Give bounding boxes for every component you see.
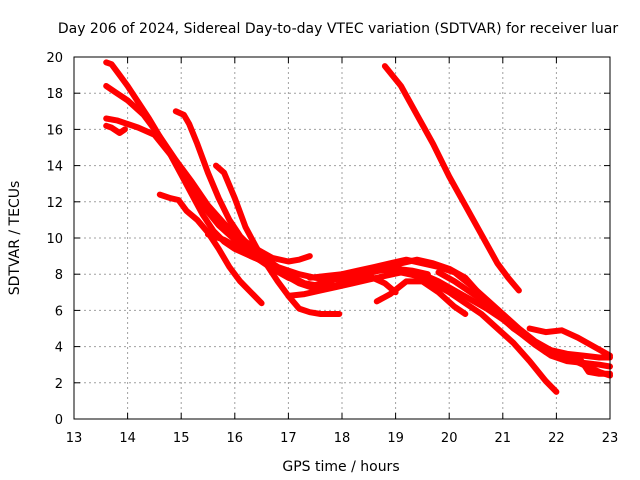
y-tick-label: 8: [55, 268, 63, 283]
series-line-trace-17: [526, 325, 613, 359]
y-tick-label: 18: [46, 87, 63, 102]
grid: [74, 57, 610, 419]
x-tick-label: 13: [66, 431, 83, 446]
y-tick-label: 2: [55, 377, 63, 392]
y-tick-label: 0: [55, 413, 63, 428]
x-tick-label: 18: [334, 431, 351, 446]
y-tick-label: 20: [46, 51, 63, 66]
series-line-trace-16: [435, 269, 613, 361]
data-series: [103, 59, 613, 395]
x-tick-label: 14: [119, 431, 136, 446]
y-tick-label: 6: [55, 304, 63, 319]
x-tick-label: 22: [548, 431, 565, 446]
x-tick-label: 16: [227, 431, 244, 446]
x-tick-label: 21: [495, 431, 512, 446]
x-tick-label: 19: [387, 431, 404, 446]
series-line-trace-4: [103, 122, 128, 136]
series-line-trace-1: [103, 59, 286, 276]
x-axis-label: GPS time / hours: [282, 459, 399, 475]
x-tick-label: 23: [602, 431, 619, 446]
y-tick-label: 4: [55, 341, 63, 356]
axis-ticks: 13 14 15 16 17 18 19 20 21 22 23 0 2 4 6 8 10 12 14 16 18 20: [46, 51, 618, 446]
series-line-trace-14: [373, 278, 469, 317]
y-tick-label: 12: [46, 196, 63, 211]
series-line-trace-7: [213, 162, 343, 317]
y-axis-label: SDTVAR / TECUs: [7, 181, 23, 296]
x-tick-label: 17: [280, 431, 297, 446]
chart-title: Day 206 of 2024, Sidereal Day-to-day VTE…: [58, 21, 619, 37]
y-tick-label: 10: [46, 232, 63, 247]
y-tick-label: 16: [46, 123, 63, 138]
y-tick-label: 14: [46, 160, 63, 175]
x-tick-label: 15: [173, 431, 190, 446]
x-tick-label: 20: [441, 431, 458, 446]
series-line-trace-2: [103, 83, 313, 265]
series-line-trace-15: [381, 63, 522, 294]
